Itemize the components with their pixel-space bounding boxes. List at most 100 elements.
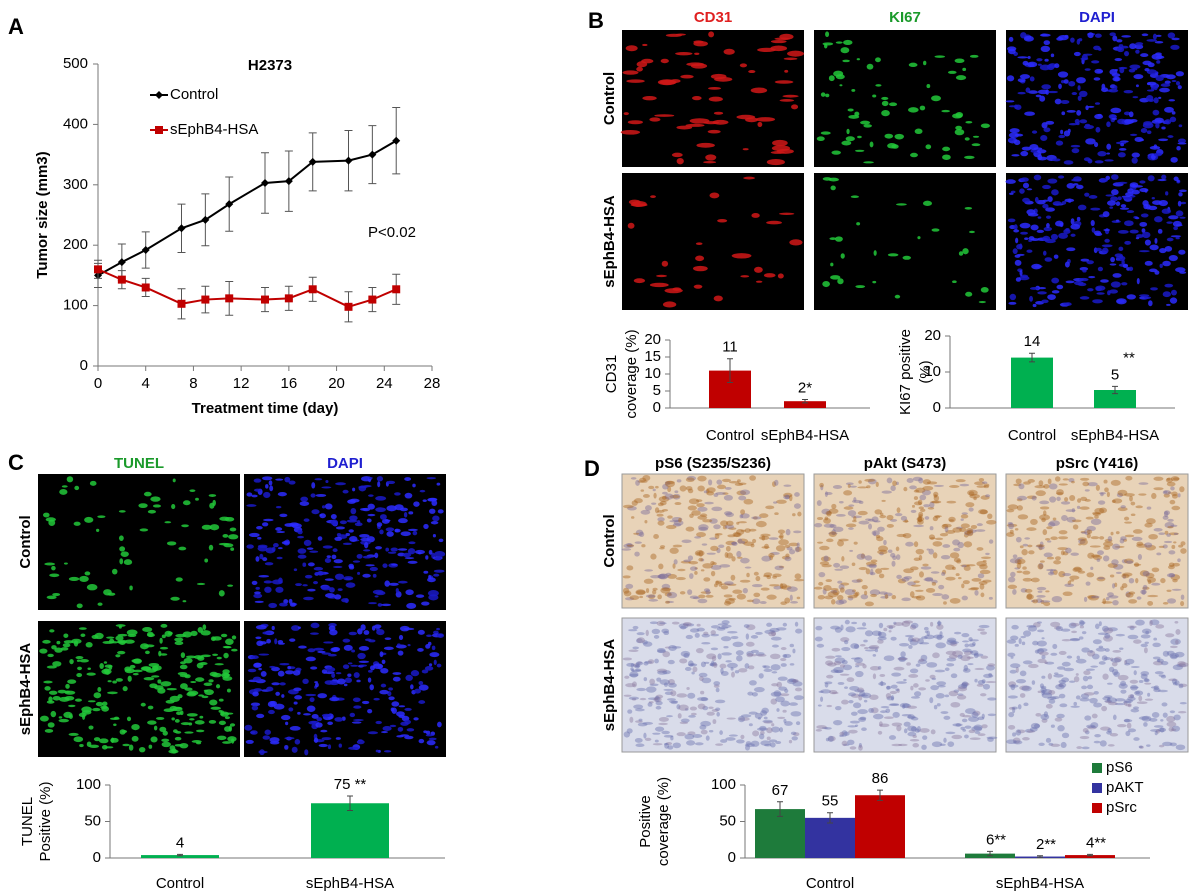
cell: [777, 676, 788, 681]
cell: [894, 133, 905, 140]
cell: [1083, 596, 1088, 602]
cell: [713, 493, 719, 498]
micrograph: [38, 474, 240, 610]
cell: [672, 544, 683, 548]
cell: [1174, 680, 1180, 686]
cell: [949, 598, 961, 604]
cell: [1009, 293, 1017, 301]
cell: [68, 576, 80, 582]
cell: [1121, 35, 1132, 38]
cell: [1164, 106, 1174, 113]
cell: [1014, 259, 1022, 266]
cell: [643, 677, 648, 682]
cell: [1092, 299, 1103, 304]
cell: [915, 487, 926, 493]
cell: [750, 635, 759, 639]
cell: [725, 512, 734, 518]
cell: [978, 624, 990, 629]
cell: [1094, 33, 1102, 38]
bar: [1065, 855, 1115, 858]
cell: [740, 275, 750, 278]
cell: [870, 707, 879, 714]
cell: [656, 647, 666, 653]
column-header: DAPI: [1079, 9, 1115, 26]
cell: [1138, 716, 1150, 720]
cell: [841, 740, 848, 747]
cell: [1139, 180, 1146, 184]
cell: [902, 255, 911, 260]
cell: [658, 716, 669, 722]
cell: [938, 584, 945, 590]
cell: [44, 562, 56, 566]
cell: [961, 681, 969, 687]
cell: [635, 589, 646, 596]
cell: [682, 623, 690, 626]
cell: [948, 519, 954, 522]
cell: [1152, 642, 1161, 648]
cell: [974, 731, 981, 734]
cell: [385, 527, 395, 532]
cell: [1084, 123, 1091, 127]
cell: [1036, 149, 1047, 154]
cell: [1154, 237, 1158, 244]
cell: [909, 739, 920, 742]
cell: [1108, 666, 1115, 673]
cell: [887, 549, 893, 553]
cell: [1105, 596, 1110, 601]
cell: [429, 508, 436, 514]
cell: [405, 589, 414, 596]
cell: [768, 631, 776, 637]
cell: [661, 628, 670, 634]
cell: [132, 669, 143, 673]
cell: [1058, 232, 1068, 239]
cell: [704, 501, 714, 505]
cell: [1032, 599, 1039, 604]
cell: [1079, 697, 1090, 702]
cell: [917, 638, 924, 645]
cell: [827, 662, 837, 667]
marker: [117, 258, 126, 267]
cell: [412, 483, 416, 488]
cell: [155, 716, 165, 720]
cell: [253, 593, 263, 599]
cell: [915, 728, 920, 733]
cell: [858, 500, 864, 504]
cell: [715, 687, 720, 693]
cell: [903, 620, 914, 624]
cell: [896, 681, 907, 684]
cell: [828, 508, 839, 514]
cell: [696, 623, 701, 627]
cell: [795, 546, 802, 552]
cell: [662, 483, 669, 490]
cell: [1140, 643, 1148, 648]
cell: [815, 625, 823, 631]
cell: [258, 574, 270, 578]
cell: [321, 505, 326, 509]
cell: [827, 735, 834, 742]
cell: [820, 556, 831, 562]
cell: [49, 573, 60, 578]
cell: [163, 708, 174, 713]
cell: [713, 662, 718, 668]
cell: [955, 479, 966, 483]
cell: [948, 485, 960, 488]
cell: [52, 696, 61, 701]
cell: [1105, 194, 1115, 197]
cell: [1122, 700, 1132, 704]
cell: [669, 547, 679, 554]
cell: [313, 580, 318, 585]
micrograph: [1005, 30, 1188, 167]
cell: [1065, 547, 1072, 554]
cell: [1178, 711, 1187, 714]
cell: [1168, 564, 1175, 570]
cell: [1109, 574, 1115, 578]
cell: [1035, 490, 1046, 497]
cell: [1169, 116, 1177, 123]
cell: [684, 666, 692, 672]
cell: [1058, 134, 1066, 139]
cell: [820, 131, 831, 135]
cell: [317, 536, 323, 541]
cell: [956, 559, 962, 564]
cell: [1141, 715, 1152, 722]
cell: [665, 715, 674, 718]
